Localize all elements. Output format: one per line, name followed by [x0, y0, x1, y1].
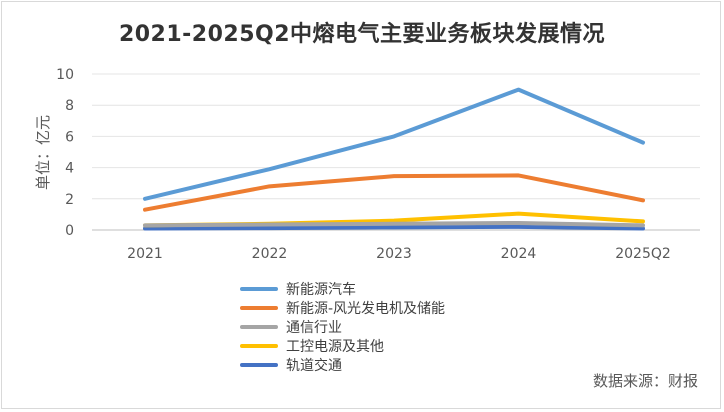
legend-item: 工控电源及其他: [240, 336, 445, 355]
gridlines: [92, 73, 700, 231]
series-line-2: [143, 220, 645, 228]
chart-title: 2021-2025Q2中熔电气主要业务板块发展情况: [118, 22, 606, 47]
legend: 新能源汽车新能源-风光发电机及储能 通信行业工控电源及其他 轨道交通: [240, 279, 445, 374]
legend-label: 通信行业: [286, 319, 342, 336]
y-tick-label: 0: [65, 223, 74, 239]
x-tick-label: 2025Q2: [615, 246, 671, 262]
y-tick-label: 8: [65, 98, 74, 114]
legend-swatch: [240, 343, 278, 348]
x-tick-label: 2021: [127, 246, 163, 262]
legend-item: 新能源汽车: [240, 279, 445, 298]
x-tick-label: 2023: [376, 246, 412, 262]
x-tick-label: 2024: [501, 246, 537, 262]
axis-ticks: 0 2 4 6 8 10 2021 2022 2023 2024 2025Q2: [56, 67, 671, 262]
legend-swatch: [240, 286, 278, 291]
legend-item: 通信行业: [240, 317, 445, 336]
x-tick-label: 2022: [252, 246, 288, 262]
legend-swatch: [240, 305, 278, 310]
legend-item: 轨道交通: [240, 355, 445, 374]
series-lines: [143, 87, 645, 231]
legend-label: 工控电源及其他: [286, 338, 384, 355]
legend-label: 新能源-风光发电机及储能: [286, 300, 446, 317]
legend-item: 新能源-风光发电机及储能: [240, 298, 445, 317]
legend-label: 新能源汽车: [286, 281, 356, 298]
series-line-4: [143, 224, 645, 231]
series-line-1: [143, 173, 645, 212]
legend-swatch: [240, 362, 278, 367]
data-source-note: 数据来源：财报: [592, 372, 698, 390]
series-line-0: [143, 87, 645, 201]
y-tick-label: 6: [65, 129, 74, 145]
y-tick-label: 4: [65, 161, 74, 177]
legend-swatch: [240, 324, 278, 329]
legend-label: 轨道交通: [286, 357, 342, 374]
y-tick-label: 10: [56, 67, 74, 83]
y-tick-label: 2: [65, 192, 74, 208]
